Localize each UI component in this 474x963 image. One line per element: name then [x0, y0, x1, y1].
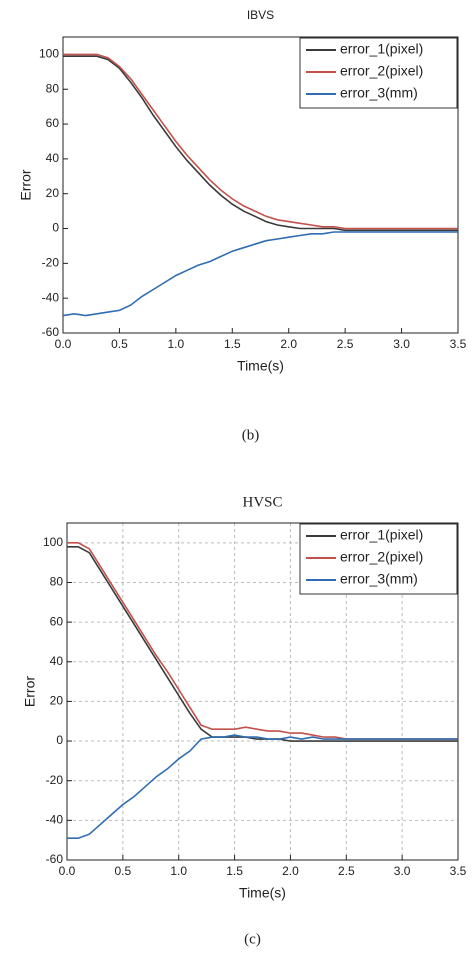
y-tick-label: 100 [39, 47, 59, 61]
x-tick-label: 2.0 [280, 337, 297, 351]
y-tick-label: 80 [50, 575, 64, 589]
legend-label: error_1(pixel) [340, 41, 423, 57]
series-line [67, 734, 458, 839]
y-axis-label: Error [18, 169, 34, 200]
x-tick-label: 1.5 [226, 864, 243, 878]
legend-label: error_3(mm) [340, 85, 418, 101]
chart-title: HVSC [242, 494, 282, 510]
legend-label: error_2(pixel) [340, 549, 423, 565]
x-axis-label: Time(s) [237, 358, 284, 374]
x-tick-label: 3.5 [450, 864, 467, 878]
legend-label: error_1(pixel) [340, 527, 423, 543]
x-tick-label: 2.0 [282, 864, 299, 878]
y-tick-label: 20 [50, 694, 64, 708]
x-tick-label: 2.5 [337, 337, 354, 351]
legend-label: error_2(pixel) [340, 63, 423, 79]
y-tick-label: -60 [46, 852, 64, 866]
x-tick-label: 0.0 [55, 337, 72, 351]
series-line [63, 53, 458, 230]
x-tick-label: 1.5 [224, 337, 241, 351]
x-tick-label: 0.0 [59, 864, 76, 878]
plot-frame [66, 522, 459, 861]
y-tick-label: -60 [42, 325, 60, 339]
y-axis-label: Error [22, 676, 38, 707]
caption: (c) [244, 931, 261, 947]
caption: (b) [242, 427, 260, 443]
y-tick-label: 40 [50, 654, 64, 668]
y-tick-label: 60 [46, 116, 60, 130]
x-tick-label: 1.0 [170, 864, 187, 878]
y-tick-label: 0 [56, 733, 63, 747]
x-tick-label: 1.0 [168, 337, 185, 351]
y-tick-label: 0 [52, 221, 59, 235]
x-axis-label: Time(s) [239, 885, 286, 901]
chart-title: IBVS [247, 8, 274, 22]
legend-label: error_3(mm) [340, 571, 418, 587]
x-tick-label: 0.5 [115, 864, 132, 878]
y-tick-label: -20 [42, 256, 60, 270]
x-tick-label: 2.5 [338, 864, 355, 878]
x-tick-label: 3.0 [394, 864, 411, 878]
y-tick-label: -40 [42, 290, 60, 304]
x-tick-label: 3.0 [393, 337, 410, 351]
y-tick-label: 80 [46, 81, 60, 95]
x-tick-label: 3.5 [450, 337, 467, 351]
y-tick-label: 60 [50, 614, 64, 628]
plot-frame [62, 36, 459, 334]
series-line [67, 546, 458, 742]
series-line [62, 231, 458, 317]
y-tick-label: 100 [43, 535, 63, 549]
y-tick-label: 20 [46, 186, 60, 200]
x-tick-label: 0.5 [111, 337, 128, 351]
y-tick-label: -40 [46, 813, 64, 827]
series-line [63, 55, 458, 232]
y-tick-label: -20 [46, 773, 64, 787]
y-tick-label: 40 [46, 151, 60, 165]
